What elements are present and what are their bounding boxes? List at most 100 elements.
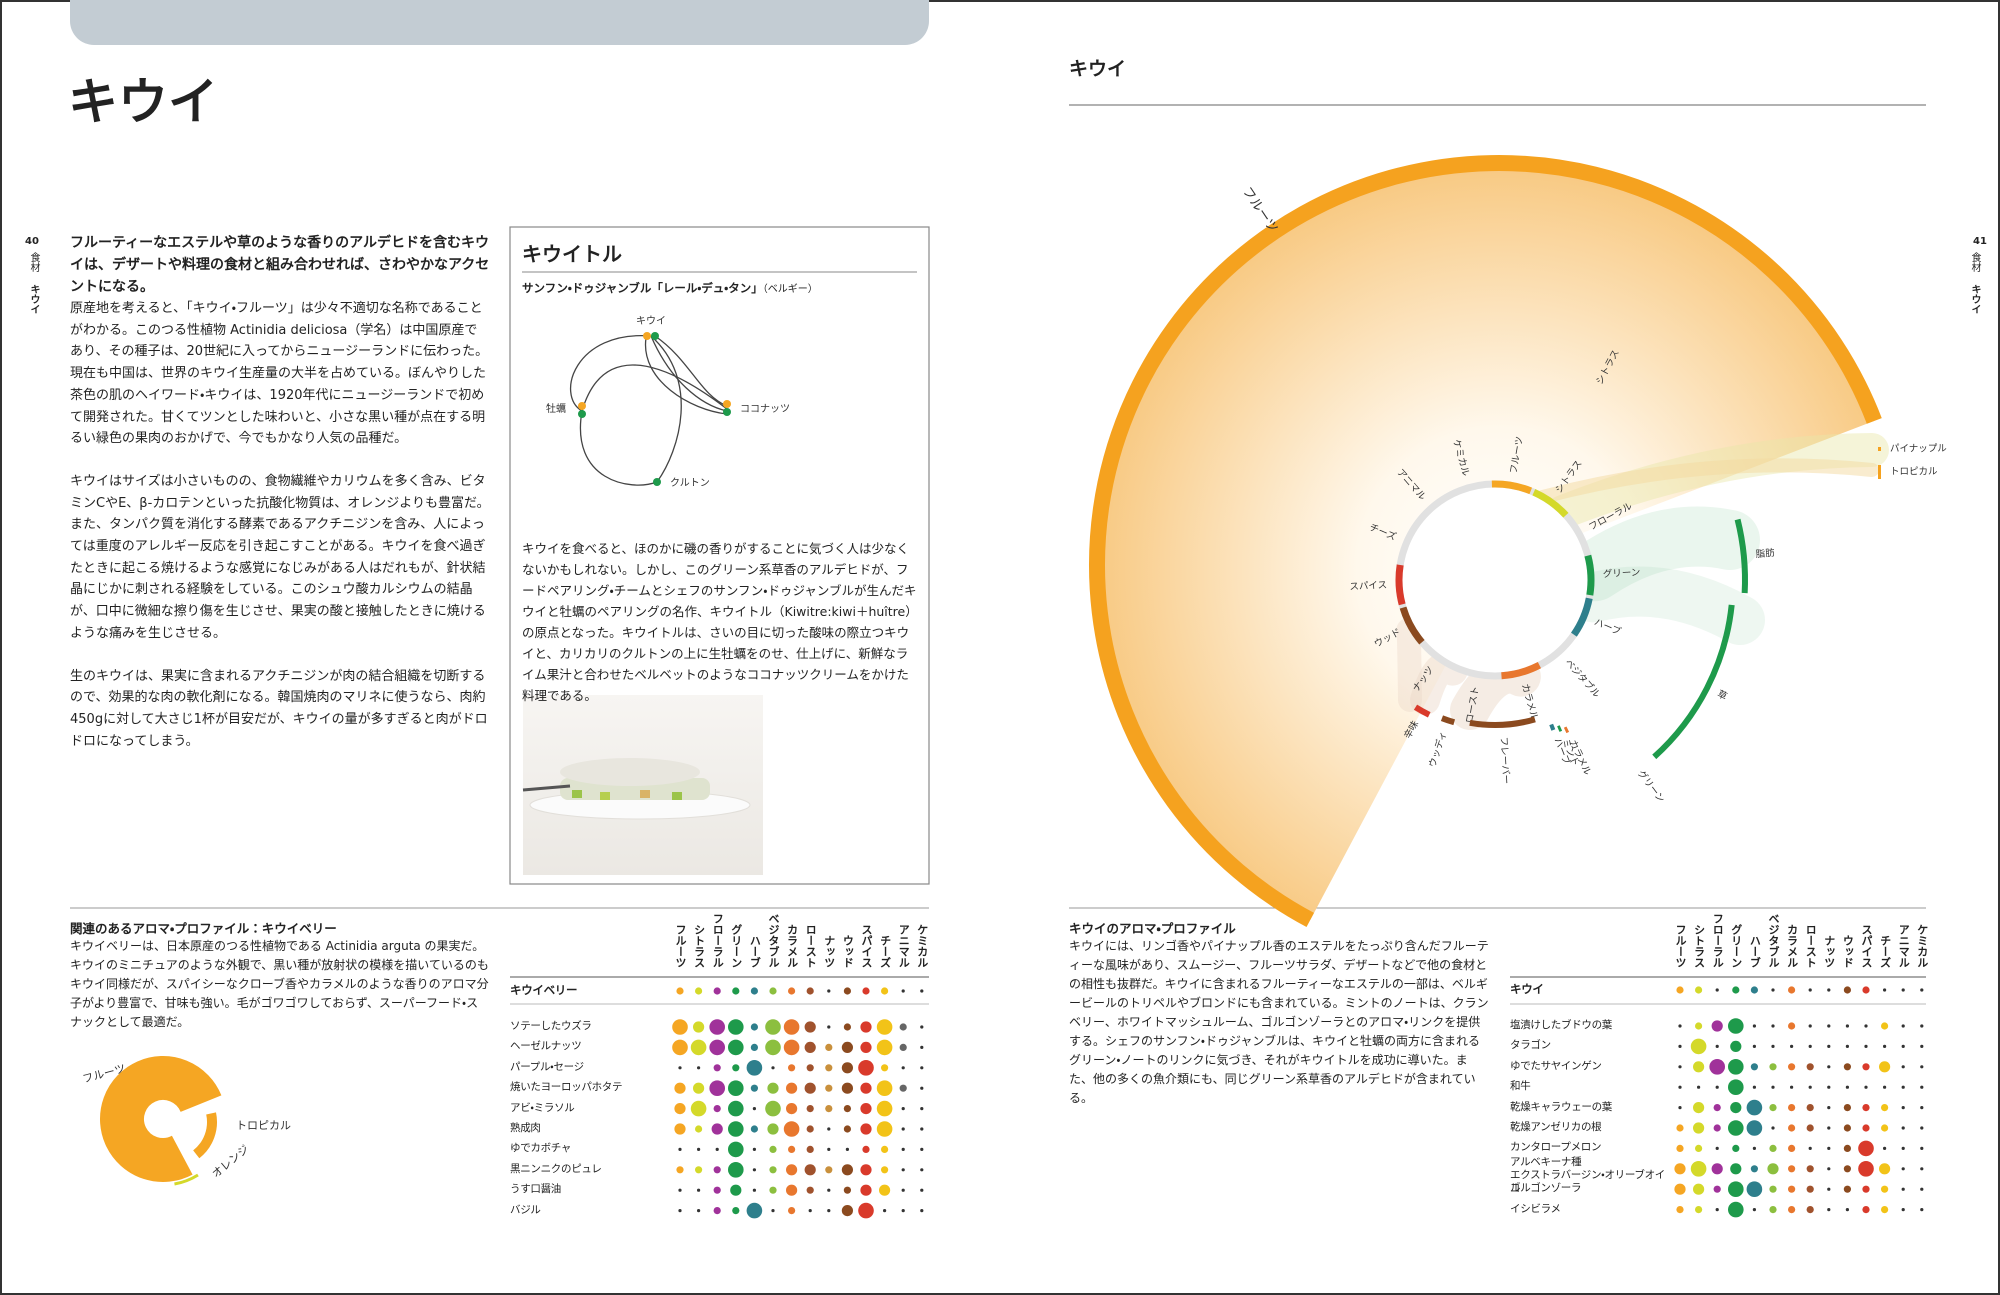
aroma-dot: [843, 987, 852, 995]
aroma-dot: [1858, 1161, 1874, 1177]
aroma-dot: [728, 1141, 744, 1158]
aroma-dot: [678, 1209, 682, 1213]
aroma-dot: [920, 1127, 924, 1131]
column-header: ウッド: [1841, 935, 1855, 968]
aroma-dot: [1881, 1206, 1889, 1214]
aroma-dot: [1693, 1102, 1705, 1114]
row-label: 乾燥アンゼリカの根: [1510, 1121, 1602, 1133]
aroma-dot: [1713, 1124, 1721, 1132]
paragraph: 生のキウイは、果実に含まれるアクチニジンが肉の結合組織を切断するので、効果的な肉…: [70, 668, 488, 749]
ring-segment: [1501, 661, 1542, 680]
aroma-dot: [1674, 1163, 1686, 1175]
page-number: 41: [1973, 236, 1987, 247]
ring-segment: [1532, 489, 1569, 518]
aroma-dot: [827, 1127, 831, 1131]
aroma-dot: [1920, 1024, 1924, 1028]
link: [579, 410, 658, 486]
aroma-dot: [825, 1064, 833, 1072]
aroma-dot: [1862, 1206, 1870, 1214]
column-header: カラメル: [785, 924, 799, 968]
aroma-dot: [841, 1041, 854, 1053]
aroma-dot: [1920, 1187, 1924, 1191]
aroma-dot: [1767, 1163, 1779, 1175]
aroma-dot: [769, 1166, 777, 1174]
aroma-dot: [750, 987, 759, 995]
aroma-dot: [804, 1082, 816, 1094]
aroma-dot: [860, 1123, 872, 1135]
aroma-dot: [1808, 1146, 1812, 1150]
aroma-dot: [1711, 1163, 1723, 1175]
column-header: ロースト: [1804, 924, 1818, 968]
aroma-dot: [1728, 1181, 1744, 1197]
row-label: タラゴン: [1510, 1039, 1551, 1052]
aroma-dot: [845, 1147, 850, 1151]
aroma-dot: [1843, 1144, 1851, 1152]
outer-arc: [1469, 716, 1536, 728]
column-header: グリーン: [1729, 924, 1743, 968]
aroma-dot: [858, 1060, 874, 1076]
ring-segment: [1570, 597, 1593, 637]
column-header: アニマル: [1897, 924, 1911, 968]
aroma-dot: [1746, 1120, 1763, 1136]
outer-arc: [1734, 518, 1748, 594]
aroma-dot: [1883, 1085, 1887, 1089]
aroma-dot: [1695, 1206, 1703, 1214]
aroma-dot: [750, 1125, 759, 1133]
aroma-dot: [841, 1082, 854, 1094]
ring-segment: [1399, 606, 1425, 645]
row-label: 和牛: [1510, 1080, 1531, 1093]
aroma-dot: [1901, 988, 1905, 992]
aroma-dot: [901, 1127, 905, 1131]
aroma-dot: [1864, 1024, 1868, 1028]
node-label: 牡蠣: [546, 402, 566, 415]
aroma-dot: [1864, 1044, 1868, 1048]
row-label: キウイベリー: [510, 983, 578, 997]
aroma-dot: [1843, 1185, 1851, 1193]
aroma-dot: [1732, 986, 1740, 994]
aroma-dot: [1730, 1163, 1742, 1175]
aroma-dot: [1752, 1146, 1756, 1150]
aroma-dot: [1711, 1020, 1723, 1032]
aroma-dot: [899, 1084, 907, 1092]
aroma-dot: [788, 987, 796, 995]
running-head: キウイ: [1969, 284, 1980, 314]
aroma-dot: [860, 1041, 872, 1053]
aroma-dot: [825, 1166, 833, 1174]
aroma-dot: [1728, 1120, 1744, 1136]
column-header: ケミカル: [915, 924, 929, 968]
row-label: バジル: [510, 1203, 541, 1216]
aroma-dot: [806, 987, 814, 995]
aroma-dot: [697, 1188, 701, 1192]
aroma-dot: [678, 1188, 682, 1192]
aroma-dot: [732, 1207, 740, 1215]
aroma-dot: [1693, 1061, 1705, 1073]
aroma-dot: [1750, 986, 1758, 994]
aroma-dot: [676, 987, 684, 995]
column-header: チーズ: [1878, 935, 1892, 968]
aroma-dot: [920, 1168, 924, 1172]
aroma-dot: [788, 1207, 796, 1215]
aroma-dot: [901, 1188, 905, 1192]
row-label: カンタロープメロン: [1510, 1141, 1602, 1154]
aroma-dot: [1806, 1185, 1814, 1193]
aroma-dot: [1709, 1059, 1725, 1075]
outer-arc: [1563, 726, 1570, 734]
column-header: フローラル: [711, 913, 725, 968]
aroma-dot: [674, 1123, 686, 1135]
row-label: 乾燥キャラウェーの葉: [1510, 1100, 1612, 1113]
aroma-dot: [1843, 1104, 1851, 1112]
aroma-dot: [728, 1121, 744, 1137]
aroma-dot: [1901, 1167, 1905, 1171]
aroma-dot: [1752, 1208, 1756, 1212]
aroma-dot: [1750, 1063, 1758, 1071]
aroma-dot: [876, 1039, 893, 1056]
aroma-dot: [1690, 1038, 1707, 1055]
sidebar-box: [509, 226, 930, 885]
section-label: 食材: [28, 252, 39, 272]
sidebar-subtitle: サンフン・ドゥジャンブル「レール・デュ・タン」（ベルギー）: [522, 280, 818, 296]
aroma-dot: [695, 1166, 703, 1174]
node-label: クルトン: [670, 477, 710, 489]
column-header: グリーン: [729, 924, 743, 968]
aroma-dot: [825, 1084, 833, 1092]
aroma-dot: [752, 1107, 757, 1111]
